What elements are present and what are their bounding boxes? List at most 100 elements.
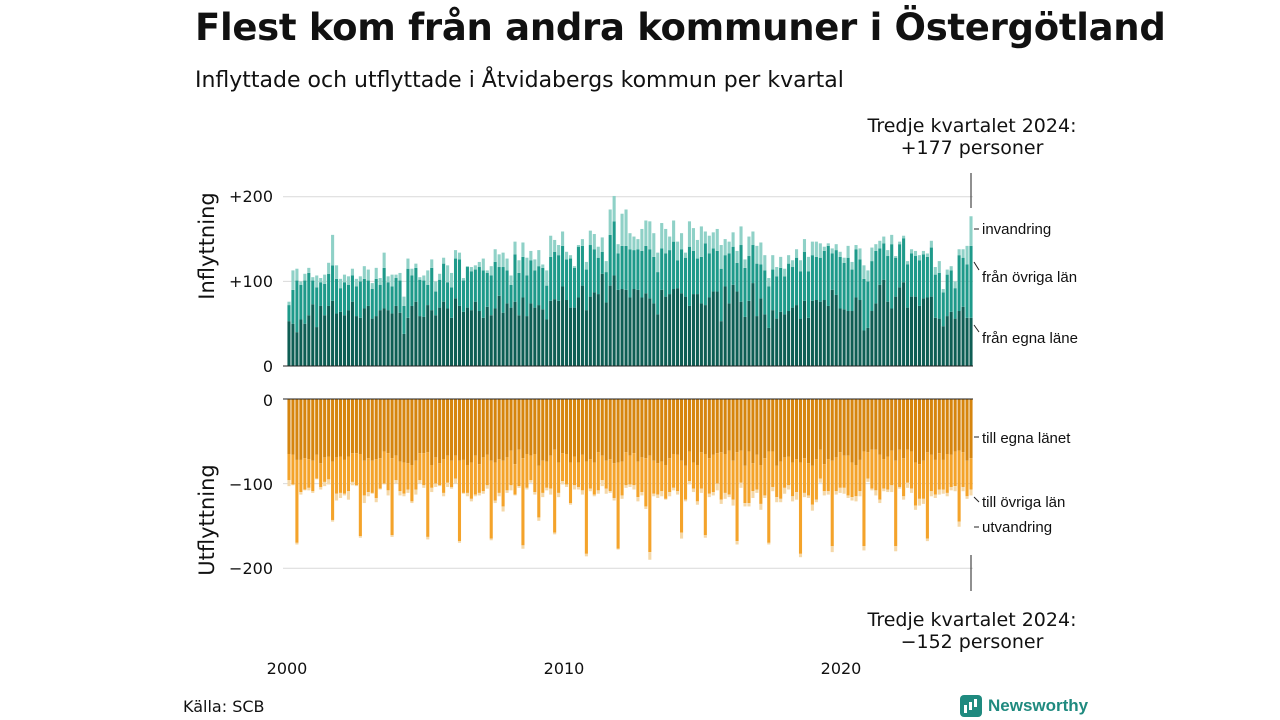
bar-to-other-counties [957, 450, 961, 522]
bar-to-own-county [287, 399, 291, 454]
bar-from-own-county [374, 316, 378, 366]
bar-to-own-county [846, 399, 850, 456]
bar-from-other-counties [497, 267, 501, 296]
bar-immigration [917, 255, 922, 261]
bar-from-other-counties [664, 253, 668, 297]
bar-to-own-county [568, 399, 573, 463]
bar-to-own-county [921, 399, 925, 461]
outflow-ytick-100: −100 [229, 475, 273, 494]
bar-to-own-county [743, 399, 747, 466]
bar-from-other-counties [438, 279, 442, 308]
bar-from-other-counties [735, 262, 739, 292]
outflow-bars [287, 399, 973, 560]
bar-immigration [319, 278, 323, 283]
bar-emigration [798, 553, 803, 558]
bar-emigration [465, 492, 469, 497]
bar-from-own-county [850, 311, 854, 366]
bar-from-own-county [477, 311, 481, 366]
bar-from-own-county [795, 305, 799, 366]
bar-immigration [497, 254, 501, 268]
bar-from-own-county [787, 311, 791, 366]
bar-to-other-counties [497, 459, 501, 493]
bar-immigration [791, 260, 795, 268]
bar-to-other-counties [676, 454, 680, 492]
bar-from-other-counties [874, 250, 878, 304]
bar-from-own-county [612, 275, 616, 366]
bar-immigration [525, 257, 529, 276]
bar-from-other-counties [680, 249, 684, 294]
bar-immigration [382, 252, 386, 268]
bar-from-other-counties [557, 255, 561, 301]
bar-from-own-county [557, 300, 561, 366]
bar-to-own-county [533, 399, 537, 454]
bar-emigration [826, 491, 830, 495]
bar-emigration [311, 491, 315, 493]
bar-emigration [695, 501, 699, 505]
bar-emigration [307, 487, 311, 491]
bar-immigration [676, 241, 680, 261]
bar-from-other-counties [795, 257, 799, 306]
bar-immigration [410, 268, 414, 276]
brand-name: Newsworthy [988, 696, 1089, 715]
bar-immigration [878, 240, 882, 249]
bar-immigration [596, 246, 600, 258]
bar-emigration [568, 503, 573, 505]
bar-from-other-counties [739, 245, 743, 302]
bar-from-other-counties [775, 276, 779, 319]
bar-to-other-counties [596, 452, 600, 491]
bar-immigration [874, 244, 878, 251]
bar-immigration [890, 234, 894, 245]
outflow-ytick-200: −200 [229, 559, 273, 578]
bar-to-other-counties [457, 460, 462, 542]
bar-from-own-county [906, 307, 910, 366]
bar-to-other-counties [489, 460, 493, 539]
bar-from-other-counties [537, 266, 541, 306]
bar-to-own-county [620, 399, 624, 462]
bar-from-other-counties [338, 288, 343, 312]
bar-from-own-county [469, 310, 473, 366]
bar-to-own-county [909, 399, 914, 452]
bar-immigration [521, 242, 525, 257]
bar-from-own-county [783, 314, 787, 366]
bar-from-other-counties [691, 250, 695, 295]
bar-immigration [303, 273, 307, 281]
bar-from-own-county [414, 301, 418, 366]
bar-from-own-county [346, 310, 351, 366]
bar-immigration [477, 261, 481, 268]
bar-immigration [572, 266, 577, 268]
bar-immigration [771, 255, 775, 270]
bar-immigration [553, 239, 557, 252]
bar-from-own-county [382, 308, 386, 366]
bar-from-own-county [608, 285, 612, 366]
bar-from-other-counties [806, 271, 810, 318]
bar-from-own-county [505, 303, 509, 366]
bar-emigration [771, 486, 775, 492]
bar-emigration [426, 536, 430, 540]
bar-from-other-counties [386, 282, 390, 311]
bar-emigration [632, 485, 636, 490]
bar-emigration [969, 489, 973, 496]
bar-immigration [489, 266, 493, 276]
bar-from-other-counties [751, 245, 755, 284]
bar-to-other-counties [787, 456, 791, 486]
bar-emigration [834, 491, 838, 495]
bar-to-other-counties [461, 459, 465, 493]
bar-to-other-counties [525, 453, 529, 488]
bar-from-own-county [418, 316, 422, 366]
bar-to-other-counties [414, 460, 418, 490]
bar-to-own-county [775, 399, 779, 466]
bar-to-own-county [370, 399, 374, 461]
bar-from-other-counties [362, 278, 366, 309]
bar-from-other-counties [703, 243, 707, 306]
bar-immigration [644, 220, 648, 246]
bar-emigration [600, 480, 604, 487]
bar-from-own-county [358, 317, 362, 366]
bar-to-other-counties [624, 452, 628, 486]
bar-to-own-county [553, 399, 557, 450]
bar-to-own-county [414, 399, 418, 461]
label-to-other-counties: till övriga län [982, 494, 1065, 511]
bar-to-own-county [965, 399, 969, 461]
bar-from-own-county [434, 315, 438, 366]
bar-to-own-county [913, 399, 918, 463]
bar-from-other-counties [323, 283, 327, 316]
